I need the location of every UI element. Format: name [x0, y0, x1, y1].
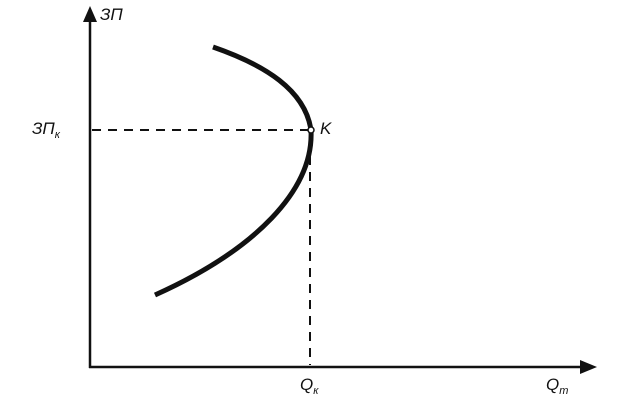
- curve: [153, 44, 314, 298]
- x-marker-main: Q: [300, 375, 314, 394]
- point-k: [307, 126, 315, 134]
- x-marker-sub: к: [313, 385, 319, 397]
- y-axis-arrow: [83, 6, 97, 22]
- x-axis-label: Qт: [546, 375, 568, 397]
- x-axis-sub: т: [559, 385, 569, 397]
- point-k-label: K: [320, 119, 332, 138]
- x-axis-arrow: [580, 360, 597, 374]
- y-axis-label: ЗП: [100, 5, 123, 24]
- x-marker-label: Qк: [300, 375, 318, 397]
- y-marker-label: ЗПк: [32, 119, 60, 141]
- y-marker-sub: к: [54, 129, 60, 141]
- x-axis-main: Q: [546, 375, 560, 394]
- y-marker-main: ЗП: [32, 119, 55, 138]
